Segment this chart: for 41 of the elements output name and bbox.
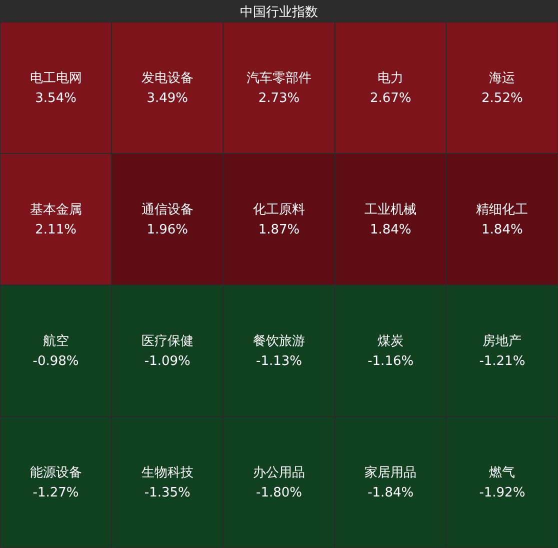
category-label: 能源设备 [30,465,82,480]
category-label: 汽车零部件 [246,70,312,86]
category-label: 家居用品 [364,464,417,480]
category-label: 医疗保健 [141,334,194,349]
data-label: 1.96% [146,222,188,238]
category-label: 燃气 [489,465,516,480]
category-label: 通信设备 [141,202,194,218]
data-label: -1.27% [32,485,79,500]
data-label: 1.84% [482,222,523,238]
data-label: -1.84% [368,485,414,500]
category-label: 海运 [489,70,516,86]
data-label: 2.73% [258,90,300,106]
data-label: -1.16% [368,354,414,369]
category-label: 发电设备 [141,70,194,86]
data-label: -1.92% [479,485,526,500]
category-label: 房地产 [482,332,522,349]
category-label: 基本金属 [30,202,82,218]
category-label: 精细化工 [476,202,528,218]
data-label: -1.13% [256,354,302,369]
category-label: 煤炭 [378,334,404,349]
data-label: -1.80% [256,485,302,500]
category-label: 电力 [378,70,404,86]
data-label: 2.11% [35,222,76,238]
data-label: -0.98% [32,354,79,369]
category-label: 工业机械 [364,202,417,218]
category-label: 化工原料 [253,202,305,218]
category-label: 航空 [42,334,69,349]
data-label: 2.67% [370,90,412,106]
category-label: 电工电网 [30,70,82,86]
data-label: 3.54% [35,90,76,106]
text: 中国行业指数 [240,5,318,20]
data-label: 2.52% [482,90,523,106]
data-label: -1.09% [144,354,190,369]
data-label: 1.84% [370,222,412,238]
category-label: 生物科技 [141,465,194,480]
data-label: -1.21% [479,354,526,369]
data-label: -1.35% [144,485,190,500]
data-label: 1.87% [258,222,300,238]
category-label: 办公用品 [253,465,305,480]
category-label: 餐饮旅游 [253,334,305,349]
data-label: 3.49% [146,90,188,106]
